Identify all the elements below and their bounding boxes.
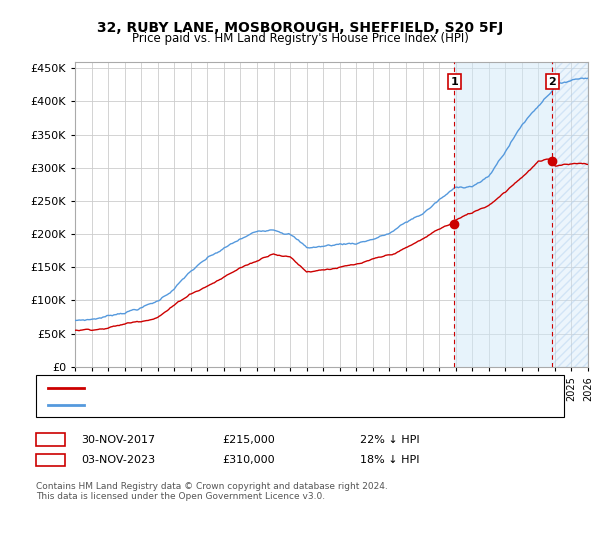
Text: 1: 1 [451,77,458,86]
Text: Contains HM Land Registry data © Crown copyright and database right 2024.
This d: Contains HM Land Registry data © Crown c… [36,482,388,501]
Text: 2: 2 [548,77,556,86]
Bar [552,62,588,367]
Text: 30-NOV-2017: 30-NOV-2017 [81,435,155,445]
Text: 2: 2 [47,455,54,465]
Text: 1: 1 [47,435,54,445]
Text: 18% ↓ HPI: 18% ↓ HPI [360,455,419,465]
Text: £215,000: £215,000 [222,435,275,445]
Text: HPI: Average price, detached house, Sheffield: HPI: Average price, detached house, Shef… [90,400,329,410]
Text: 22% ↓ HPI: 22% ↓ HPI [360,435,419,445]
Text: £310,000: £310,000 [222,455,275,465]
Text: 03-NOV-2023: 03-NOV-2023 [81,455,155,465]
Text: Price paid vs. HM Land Registry's House Price Index (HPI): Price paid vs. HM Land Registry's House … [131,32,469,45]
Bar [454,62,552,367]
Text: 32, RUBY LANE, MOSBOROUGH, SHEFFIELD, S20 5FJ: 32, RUBY LANE, MOSBOROUGH, SHEFFIELD, S2… [97,21,503,35]
Text: 32, RUBY LANE, MOSBOROUGH, SHEFFIELD, S20 5FJ (detached house): 32, RUBY LANE, MOSBOROUGH, SHEFFIELD, S2… [90,383,455,393]
